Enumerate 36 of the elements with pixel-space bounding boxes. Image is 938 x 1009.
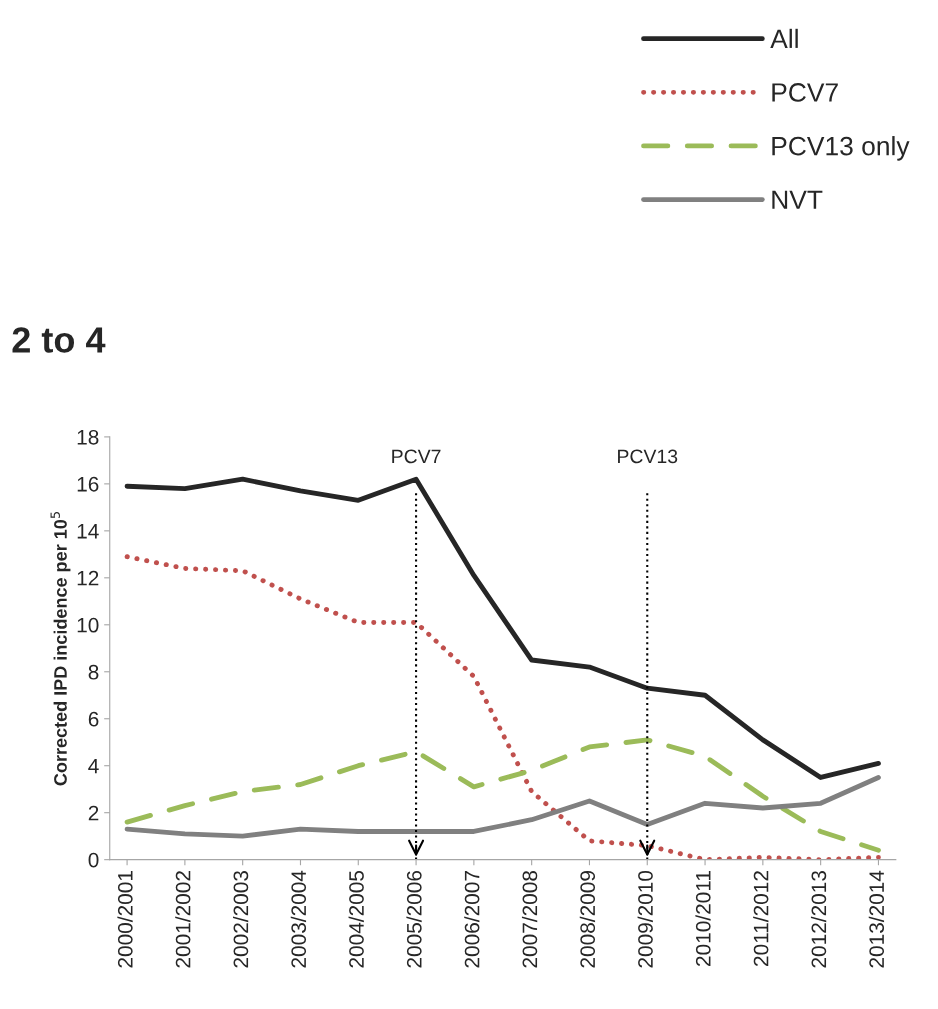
line-series [124,775,881,839]
x-tick-label: 2010/2011 [695,871,711,966]
x-tick-label: 2006/2007 [464,871,480,968]
legend-label: NVT [772,190,823,209]
legend-label: All [770,28,798,48]
y-axis-title: Corrected IPD incidence per 10$^{5}$ [50,512,71,786]
x-tick-label: 2007/2008 [521,870,538,968]
ref-line-label: PCV7 [392,449,441,464]
y-tick-label: 10 [77,617,99,633]
x-tick-label: 2012/2013 [810,870,827,968]
y-tick-label: 14 [77,524,99,539]
x-tick-label: 2009/2010 [637,870,653,968]
ref-line-label: PCV13 [618,449,678,464]
y-tick-label: 4 [88,758,99,774]
y-tick-label: 12 [77,570,99,586]
chart-title: 2 to 4 [12,327,106,353]
line-series [124,476,881,780]
y-tick-label: 16 [77,476,99,492]
x-tick-label: 2013/2014 [868,870,885,968]
x-tick-label: 2005/2006 [406,870,422,968]
x-tick-label: 2011/2012 [753,871,769,966]
y-tick-label: 0 [88,852,99,868]
y-tick-label: 18 [77,429,99,445]
x-tick-label: 2001/2002 [175,871,191,968]
x-tick-label: 2000/2001 [117,871,133,968]
x-tick-label: 2003/2004 [290,870,307,968]
y-tick-label: 6 [88,711,99,727]
line-series [124,554,881,860]
line-series [124,737,881,853]
y-tick-label: 8 [88,664,99,680]
y-tick-label: 2 [88,805,99,821]
x-tick-label: 2004/2005 [348,870,364,968]
legend-label: PCV13 only [772,136,910,161]
x-tick-label: 2002/2003 [232,870,249,968]
x-tick-label: 2008/2009 [579,871,596,968]
legend-label: PCV7 [772,83,838,102]
